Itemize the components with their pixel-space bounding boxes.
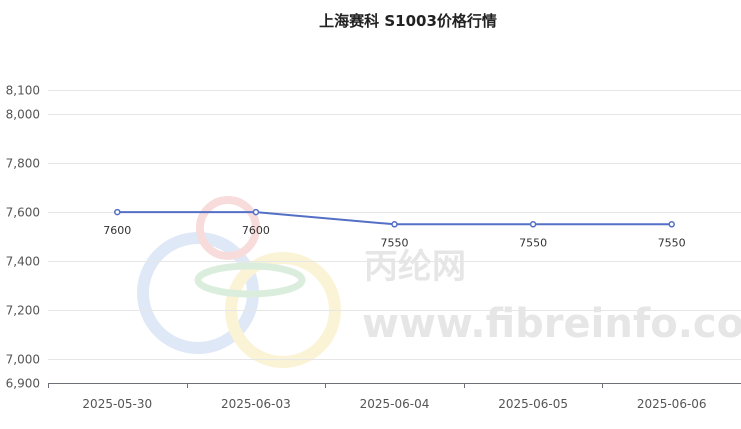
data-label: 7550 xyxy=(658,236,686,249)
y-tick-label: 8,100 xyxy=(6,84,40,98)
x-tick-label: 2025-06-06 xyxy=(637,397,707,411)
data-labels: 7600 7600 7550 7550 7550 xyxy=(103,224,685,249)
y-tick-label: 7,600 xyxy=(6,206,40,220)
y-axis-ticks: 6,900 7,000 7,200 7,400 7,600 7,800 8,000 8,100 xyxy=(6,84,40,391)
chart-title: 上海赛科 S1003价格行情 xyxy=(319,12,497,30)
watermark: 丙纶网 www.fibreinfo.com xyxy=(137,196,741,368)
x-tick-label: 2025-06-05 xyxy=(498,397,568,411)
y-tick-label: 7,800 xyxy=(6,157,40,171)
y-tick-label: 7,200 xyxy=(6,304,40,318)
data-label: 7550 xyxy=(519,236,547,249)
data-point xyxy=(391,221,398,228)
watermark-brand: 丙纶网 xyxy=(364,247,466,287)
data-label: 7600 xyxy=(242,224,270,237)
data-label: 7550 xyxy=(381,236,409,249)
y-tick-label: 7,000 xyxy=(6,353,40,367)
x-tick-label: 2025-06-03 xyxy=(221,397,291,411)
data-point xyxy=(668,221,675,228)
y-tick-label: 6,900 xyxy=(6,377,40,391)
grid xyxy=(48,90,741,360)
watermark-ring-green xyxy=(194,262,306,298)
data-label: 7600 xyxy=(103,224,131,237)
x-axis: 2025-05-30 2025-06-03 2025-06-04 2025-06-05… xyxy=(48,383,741,411)
y-tick-label: 7,400 xyxy=(6,255,40,269)
series xyxy=(114,208,675,228)
watermark-ring-red xyxy=(196,196,260,260)
y-tick-label: 8,000 xyxy=(6,108,40,122)
data-point xyxy=(114,208,121,216)
data-point xyxy=(252,208,260,216)
x-tick-label: 2025-05-30 xyxy=(82,397,152,411)
data-point xyxy=(529,221,537,228)
x-tick-label: 2025-06-04 xyxy=(360,397,430,411)
watermark-site: www.fibreinfo.com xyxy=(362,301,741,347)
